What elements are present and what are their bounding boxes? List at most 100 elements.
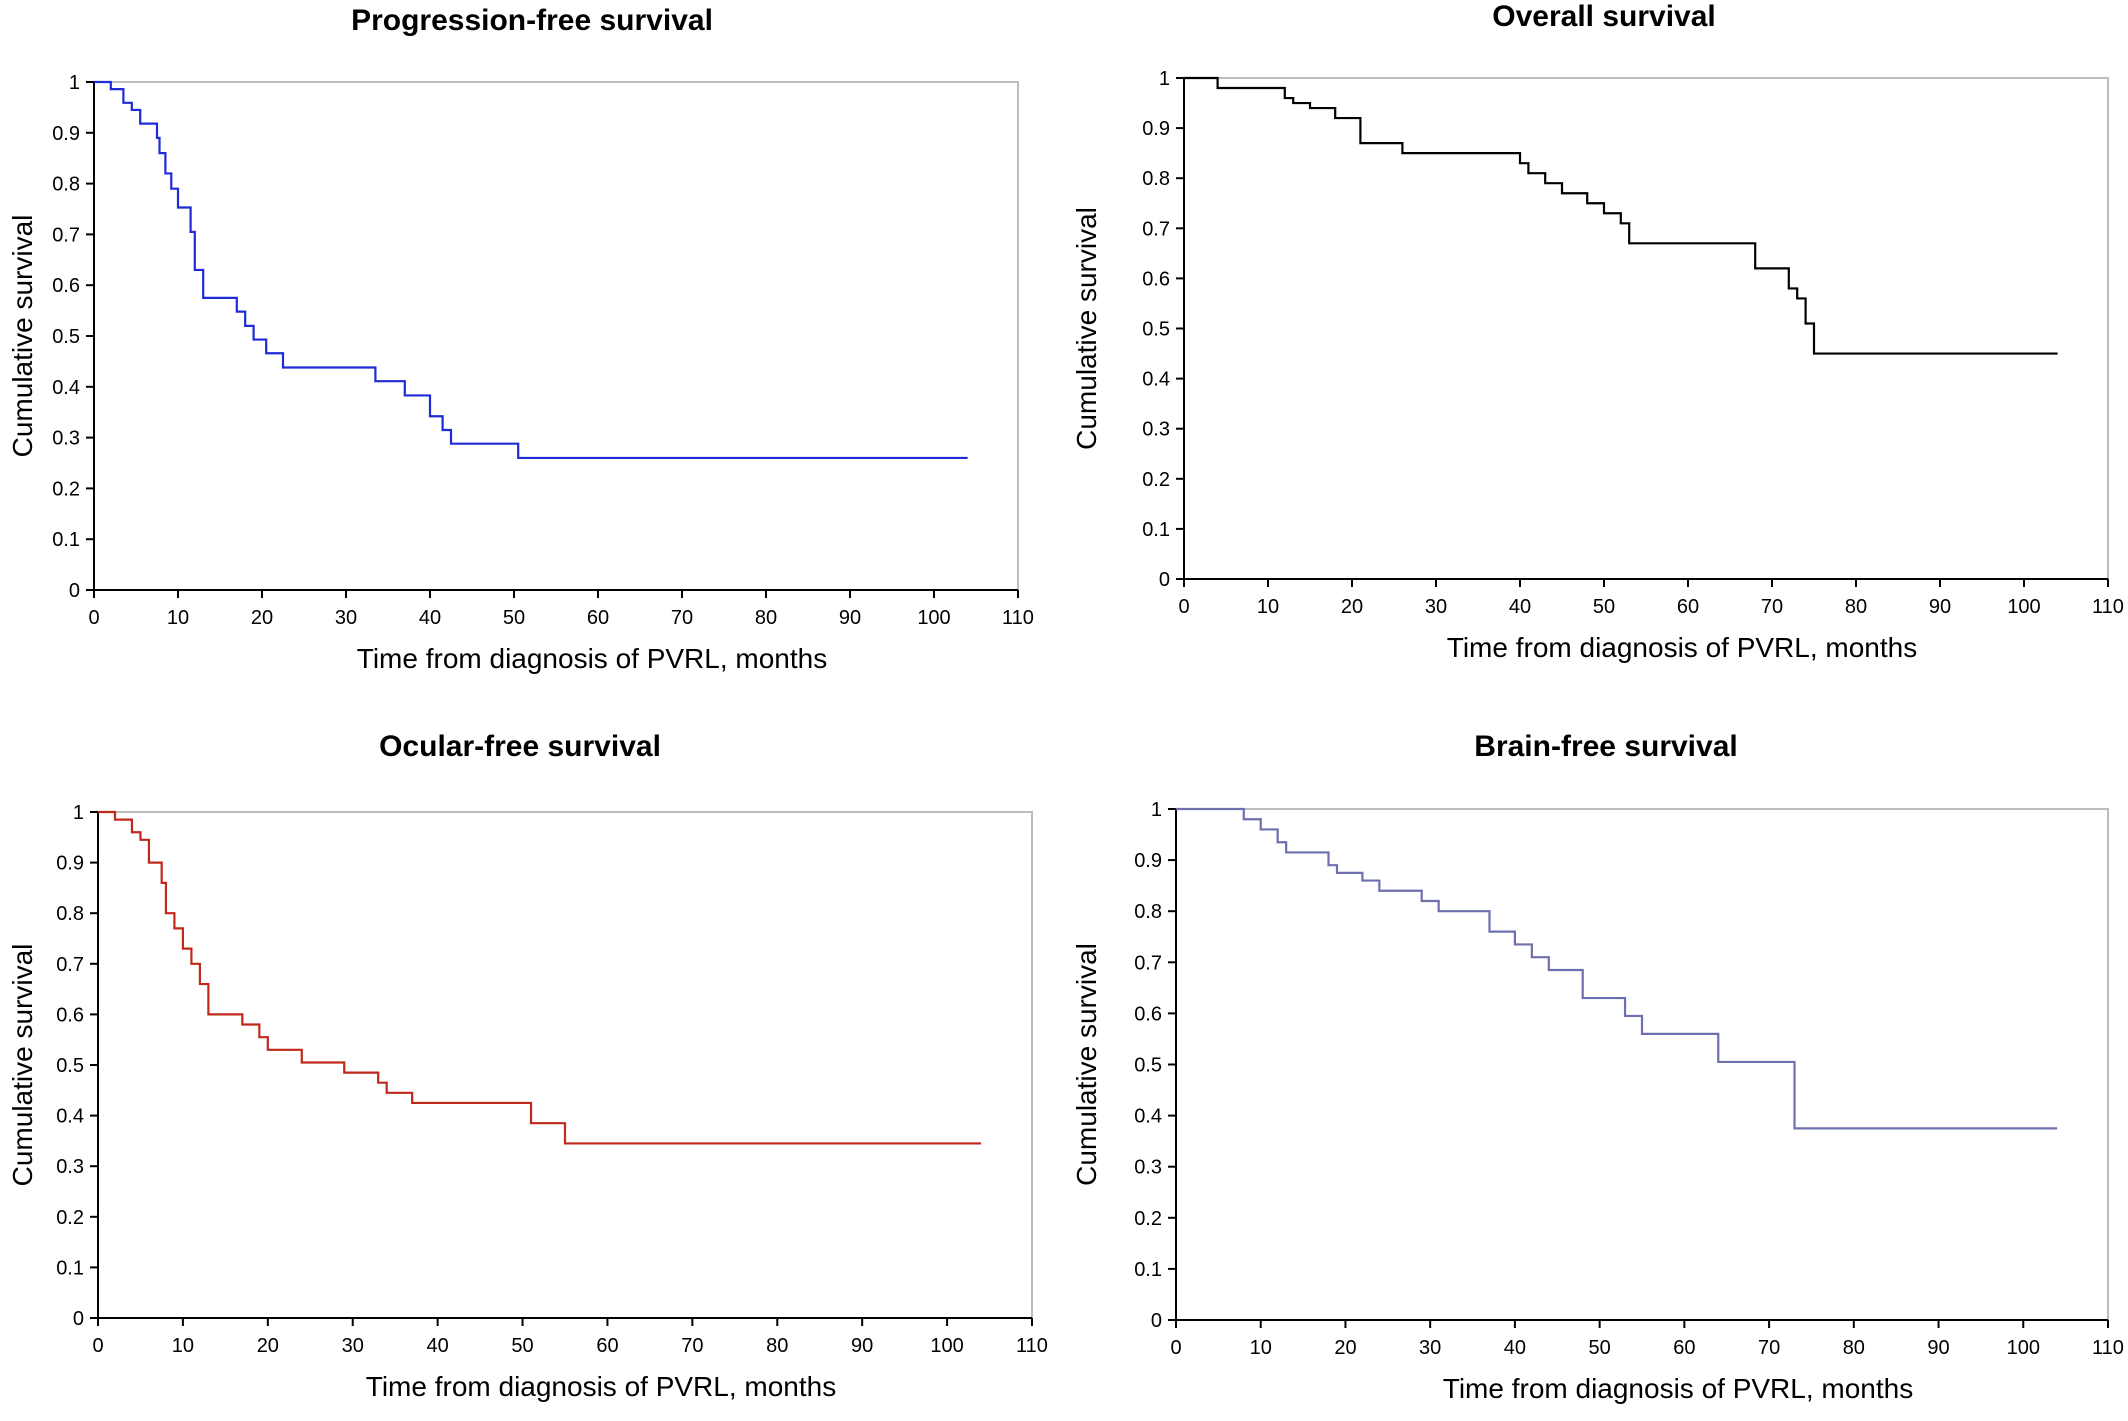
x-tick-label: 40 [427,1335,449,1357]
x-tick-label: 90 [839,607,861,629]
x-tick-label: 80 [1843,1337,1865,1359]
y-tick-label: 0.2 [52,478,80,500]
y-tick-label: 0.4 [1134,1106,1162,1128]
y-tick-label: 0 [73,1308,84,1330]
x-tick-label: 80 [755,607,777,629]
chart-title: Brain-free survival [1474,730,1738,763]
x-tick-label: 110 [2092,1337,2124,1359]
y-tick-label: 1 [69,72,80,94]
y-tick-label: 0.4 [56,1106,84,1128]
x-tick-label: 30 [335,607,357,629]
x-tick-label: 50 [511,1335,533,1357]
x-tick-label: 50 [503,607,525,629]
x-tick-label: 20 [1334,1337,1356,1359]
x-tick-label: 60 [596,1335,618,1357]
y-tick-label: 0.5 [56,1055,84,1077]
panel-brain-free: Brain-free survival 0 0.1 0.2 0.3 0.4 0.5 0.6 0… [1064,708,2128,1416]
y-tick-label: 0 [1151,1310,1162,1332]
x-tick-label: 0 [1178,596,1189,618]
y-tick-label: 0.5 [52,326,80,348]
x-tick-label: 0 [1170,1337,1181,1359]
y-tick-label: 0.5 [1134,1055,1162,1077]
x-tick-label: 100 [2007,596,2040,618]
x-tick-label: 50 [1589,1337,1611,1359]
y-tick-label: 0.1 [52,529,80,551]
y-tick-label: 0.2 [1142,469,1170,491]
y-tick-label: 0.8 [1142,168,1170,190]
y-tick-label: 0.6 [56,1004,84,1026]
y-tick-label: 0.6 [1134,1003,1162,1025]
x-tick-label: 40 [1509,596,1531,618]
y-tick-label: 0.8 [56,903,84,925]
x-tick-label: 100 [2007,1337,2040,1359]
x-tick-label: 70 [1758,1337,1780,1359]
x-tick-label: 60 [587,607,609,629]
y-tick-label: 0.3 [56,1156,84,1178]
chart-title: Overall survival [1492,0,1716,33]
y-tick-label: 0.7 [56,954,84,976]
x-tick-label: 60 [1673,1337,1695,1359]
survival-curve [1176,807,2058,1130]
y-tick-label: 0.8 [52,174,80,196]
x-tick-label: 110 [2092,596,2124,618]
chart-overall: 00.10.20.30.40.50.60.70.80.910 10 20 30 40 50… [1071,68,2124,663]
x-tick-label: 80 [766,1335,788,1357]
y-tick-label: 0.5 [1142,319,1170,341]
y-tick-label: 0.1 [1134,1259,1162,1281]
x-tick-label: 20 [251,607,273,629]
x-tick-label: 90 [851,1335,873,1357]
y-tick-label: 0.2 [56,1207,84,1229]
y-axis-label: Cumulative survival [7,215,38,458]
x-tick-label: 0 [88,607,99,629]
x-tick-label: 30 [342,1335,364,1357]
x-tick-label: 0 [92,1335,103,1357]
y-tick-label: 1 [73,802,84,824]
x-tick-label: 100 [917,607,950,629]
chart-title: Ocular-free survival [379,730,661,763]
y-tick-label: 0.8 [1134,901,1162,923]
panel-overall: Overall survival 0 0.1 0.2 0.3 0.4 0.5 0.6 0.7 0… [1064,0,2128,708]
x-tick-label: 10 [172,1335,194,1357]
chart-title: Progression-free survival [351,4,713,37]
survival-curve [98,810,982,1145]
chart-brain-free: 00.10.20.30.40.50.60.70.80.910 10 20 30 40 50… [1071,799,2124,1404]
x-tick-label: 110 [1002,607,1034,629]
y-tick-label: 1 [1151,799,1162,821]
panel-progression-free: Progression-free survival 0 0.1 0.2 0.3 0.4 0… [0,0,1064,708]
y-tick-label: 0 [69,580,80,602]
y-tick-label: 0.1 [1142,519,1170,541]
x-tick-label: 110 [1016,1335,1048,1357]
y-tick-label: 0.9 [1142,118,1170,140]
y-tick-label: 0.9 [52,123,80,145]
chart-ocular-free: 00.10.20.30.40.50.60.70.80.910 10 20 30 40 50… [7,802,1048,1402]
x-tick-label: 70 [671,607,693,629]
y-tick-label: 0.3 [52,428,80,450]
x-tick-label: 100 [930,1335,963,1357]
y-axis-label: Cumulative survival [7,944,38,1187]
y-tick-label: 0 [1159,569,1170,591]
y-tick-label: 0.3 [1142,419,1170,441]
y-tick-label: 0.9 [56,853,84,875]
y-axis-label: Cumulative survival [1071,943,1102,1186]
y-tick-label: 0.6 [52,275,80,297]
survival-curve [1184,76,2058,355]
y-tick-label: 0.1 [56,1257,84,1279]
x-axis-label: Time from diagnosis of PVRL, months [366,1371,836,1402]
y-tick-label: 0.7 [1134,952,1162,974]
panel-ocular-free: Ocular-free survival 0 0.1 0.2 0.3 0.4 0.5 0.6… [0,708,1064,1416]
x-tick-label: 40 [1504,1337,1526,1359]
chart-progression-free: 00.10.20.30.40.50.60.70.80.910 10 20 30 40 50… [7,72,1034,674]
x-tick-label: 60 [1677,596,1699,618]
plot-area [1175,808,2109,1321]
x-tick-label: 30 [1419,1337,1441,1359]
x-axis-label: Time from diagnosis of PVRL, months [357,643,827,674]
y-tick-label: 0.9 [1134,850,1162,872]
x-tick-label: 70 [681,1335,703,1357]
x-tick-label: 20 [257,1335,279,1357]
y-tick-label: 0.6 [1142,268,1170,290]
y-tick-label: 0.7 [52,224,80,246]
x-tick-label: 50 [1593,596,1615,618]
x-tick-label: 80 [1845,596,1867,618]
y-tick-label: 0.4 [52,377,80,399]
y-tick-label: 0.2 [1134,1208,1162,1230]
